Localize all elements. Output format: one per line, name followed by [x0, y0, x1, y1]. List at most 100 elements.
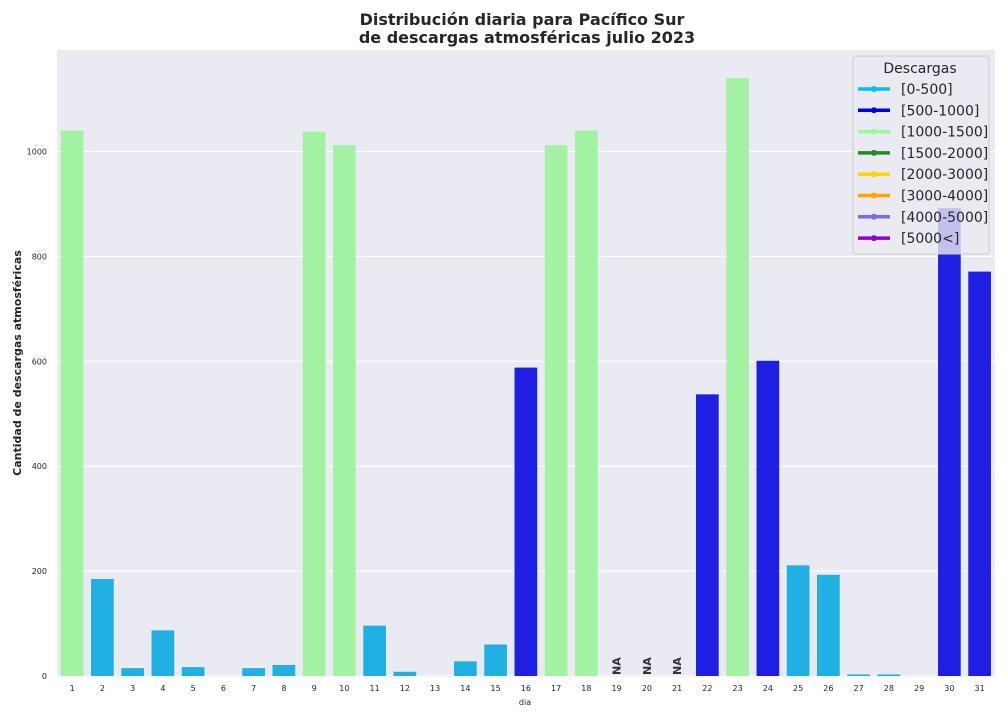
- legend-item: [3000-4000]: [858, 189, 988, 205]
- bar-day-10: [333, 145, 356, 676]
- x-tick-label: 31: [975, 684, 985, 693]
- x-tick-label: 3: [130, 684, 135, 693]
- bar-day-25: [786, 565, 810, 676]
- na-label-day-21: NA: [671, 657, 684, 675]
- y-tick-label: 200: [32, 567, 47, 576]
- x-tick-label: 16: [521, 684, 531, 693]
- x-tick-label: 9: [312, 684, 317, 693]
- y-axis-label: Cantidad de descargas atmosféricas: [11, 250, 24, 476]
- legend-item: [5000<]: [858, 231, 959, 247]
- x-tick-label: 27: [854, 684, 864, 693]
- bar-day-27: [847, 674, 870, 676]
- y-tick-label: 800: [32, 252, 47, 261]
- legend-marker: [871, 192, 877, 199]
- bar-day-18: [575, 130, 598, 676]
- legend-marker: [871, 213, 877, 220]
- y-tick-label: 600: [32, 357, 47, 366]
- legend-items: [0-500] [500-1000] [1000-1500] [1500-2000] […: [858, 82, 988, 247]
- x-tick-label: 14: [460, 684, 470, 693]
- x-tick-label: 7: [251, 684, 256, 693]
- x-tick-label: 17: [551, 684, 561, 693]
- x-tick-label: 24: [763, 684, 773, 693]
- x-tick-label: 29: [914, 684, 924, 693]
- x-tick-label: 1: [70, 684, 75, 693]
- bar-day-31: [968, 271, 991, 676]
- legend-label: [5000<]: [901, 231, 959, 247]
- x-axis-label: dia: [519, 698, 531, 707]
- bar-day-26: [817, 574, 840, 676]
- x-tick-label: 20: [642, 684, 652, 693]
- chart-title-line-2: de descargas atmosféricas julio 2023: [359, 28, 695, 47]
- y-tick-label: 400: [32, 462, 47, 471]
- bar-day-12: [393, 671, 417, 676]
- legend-item: [2000-3000]: [858, 167, 988, 183]
- x-tick-label: 18: [581, 684, 591, 693]
- bar-day-5: [181, 667, 205, 676]
- x-tick-label: 10: [339, 684, 349, 693]
- legend-marker: [871, 86, 877, 92]
- x-tick-label: 13: [430, 684, 440, 693]
- legend-label: [500-1000]: [901, 103, 979, 119]
- x-tick-labels: 1 2 3 4 5 6 7 8 9 10 11 12 13 14 15 16 17 18 19 20 21 22 23 24 2…: [70, 684, 985, 693]
- x-tick-label: 12: [400, 684, 410, 693]
- bar-day-1: [60, 130, 84, 676]
- x-tick-label: 22: [702, 684, 712, 693]
- bar-day-17: [544, 145, 568, 676]
- x-tick-label: 6: [221, 684, 226, 693]
- na-labels: NA NA NA: [611, 657, 685, 675]
- bar-day-3: [121, 668, 144, 676]
- legend-item: [1500-2000]: [858, 146, 988, 162]
- legend-label: [0-500]: [901, 82, 953, 98]
- legend-item: [0-500]: [858, 82, 953, 98]
- x-tick-label: 28: [884, 684, 894, 693]
- legend-label: [1000-1500]: [901, 125, 988, 141]
- bar-day-22: [696, 394, 719, 676]
- legend-marker: [871, 171, 877, 178]
- legend-label: [2000-3000]: [901, 167, 988, 183]
- legend-label: [4000-5000]: [901, 210, 988, 226]
- x-tick-label: 8: [281, 684, 286, 693]
- legend-marker: [871, 107, 877, 114]
- bar-day-4: [151, 630, 175, 676]
- na-label-day-19: NA: [611, 657, 624, 675]
- chart-title-line-1: Distribución diaria para Pacífico Sur: [360, 10, 685, 29]
- bar-day-8: [272, 664, 296, 676]
- legend-label: [1500-2000]: [901, 146, 988, 162]
- x-tick-label: 23: [733, 684, 743, 693]
- legend-title: Descargas: [883, 61, 956, 77]
- x-tick-label: 26: [823, 684, 833, 693]
- legend-marker: [871, 149, 877, 156]
- bar-day-24: [756, 360, 780, 676]
- y-tick-label: 1000: [27, 148, 47, 157]
- bar-day-30: [938, 208, 961, 676]
- x-tick-label: 30: [944, 684, 954, 693]
- x-tick-label: 11: [370, 684, 380, 693]
- bar-day-23: [726, 78, 749, 676]
- y-tick-labels: 0 200 400 600 800 1000: [27, 148, 47, 682]
- bar-day-15: [484, 644, 507, 676]
- x-tick-label: 2: [100, 684, 105, 693]
- legend-item: [4000-5000]: [858, 210, 988, 226]
- legend-box: [852, 55, 990, 255]
- legend: Descargas [0-500] [500-1000] [1000-1500] [1…: [852, 55, 990, 255]
- x-tick-label: 19: [612, 684, 622, 693]
- y-tick-label: 0: [42, 672, 47, 681]
- bars: [60, 78, 991, 677]
- legend-label: [3000-4000]: [901, 189, 988, 205]
- x-tick-label: 25: [793, 684, 803, 693]
- x-tick-label: 4: [160, 684, 165, 693]
- na-label-day-20: NA: [641, 657, 654, 675]
- bar-day-14: [454, 661, 477, 676]
- x-tick-label: 5: [191, 684, 196, 693]
- x-tick-label: 15: [491, 684, 501, 693]
- bar-day-7: [242, 668, 265, 676]
- legend-item: [1000-1500]: [858, 125, 988, 141]
- x-tick-label: 21: [672, 684, 682, 693]
- legend-marker: [871, 235, 877, 242]
- legend-marker: [871, 128, 877, 135]
- bar-day-9: [302, 131, 326, 677]
- legend-item: [500-1000]: [858, 103, 979, 119]
- bar-day-16: [514, 367, 538, 676]
- bar-day-11: [363, 625, 386, 676]
